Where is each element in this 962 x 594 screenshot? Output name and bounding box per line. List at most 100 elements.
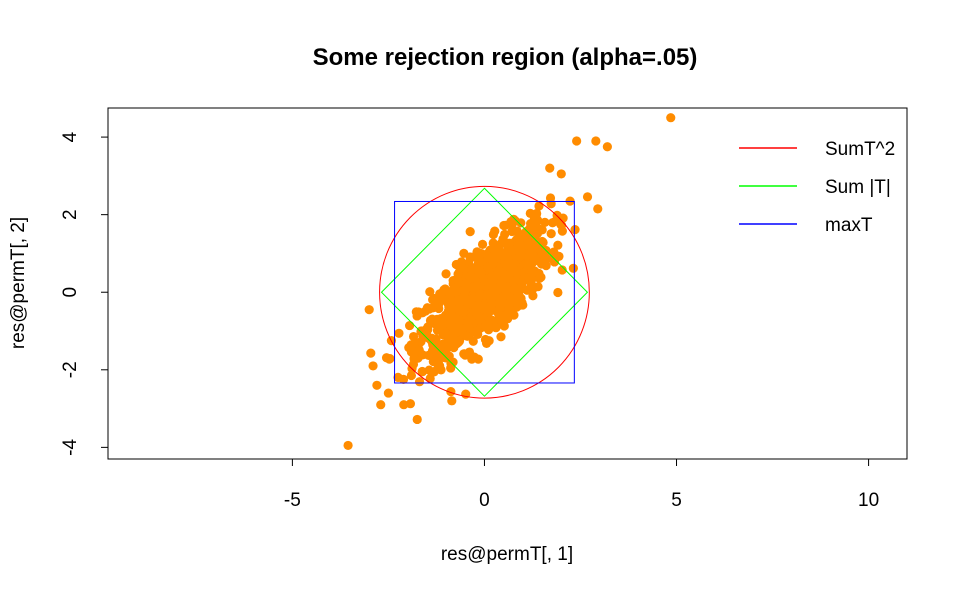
data-point bbox=[381, 353, 392, 363]
data-point bbox=[406, 370, 417, 381]
data-point bbox=[582, 192, 593, 202]
data-point bbox=[602, 142, 612, 152]
data-point bbox=[425, 287, 435, 297]
legend-label-maxt: maxT bbox=[825, 215, 873, 236]
data-point bbox=[465, 252, 475, 262]
data-point bbox=[475, 289, 485, 300]
data-point bbox=[473, 354, 483, 364]
data-point bbox=[473, 302, 483, 312]
data-point bbox=[417, 308, 428, 318]
data-point bbox=[546, 229, 556, 239]
data-point bbox=[496, 332, 506, 342]
data-point bbox=[399, 400, 409, 410]
data-point bbox=[540, 217, 550, 227]
data-point bbox=[429, 367, 439, 377]
data-point bbox=[524, 239, 535, 249]
y-tick-label: -4 bbox=[60, 438, 81, 455]
data-point bbox=[556, 220, 567, 230]
data-point bbox=[522, 285, 532, 295]
data-point bbox=[405, 320, 415, 331]
data-point bbox=[507, 220, 517, 230]
data-point bbox=[441, 269, 451, 279]
data-point bbox=[467, 354, 477, 364]
data-point bbox=[556, 169, 566, 179]
data-point bbox=[488, 273, 498, 284]
data-point bbox=[459, 293, 469, 303]
data-point bbox=[512, 226, 522, 236]
data-point bbox=[553, 240, 563, 250]
y-tick-label: -2 bbox=[60, 361, 81, 378]
data-point bbox=[666, 113, 676, 123]
data-point bbox=[439, 295, 449, 305]
data-point bbox=[542, 254, 552, 264]
data-point bbox=[593, 204, 603, 214]
data-point bbox=[443, 306, 454, 316]
data-point bbox=[462, 331, 472, 341]
data-point bbox=[528, 291, 538, 301]
data-point bbox=[343, 440, 353, 451]
data-point bbox=[406, 340, 416, 350]
data-point bbox=[491, 323, 501, 333]
data-point bbox=[516, 218, 526, 228]
y-tick-label: 4 bbox=[60, 131, 81, 142]
y-tick-label: 2 bbox=[60, 209, 81, 220]
data-point bbox=[394, 328, 404, 338]
legend: SumT^2 Sum |T| maxT bbox=[739, 139, 895, 236]
data-point bbox=[364, 305, 374, 315]
y-axis-label: res@permT[, 2] bbox=[8, 217, 29, 349]
data-point bbox=[446, 387, 456, 397]
data-point bbox=[439, 285, 449, 295]
data-point bbox=[570, 225, 580, 235]
data-point bbox=[572, 136, 582, 146]
data-point bbox=[368, 361, 378, 371]
data-point bbox=[568, 263, 578, 273]
data-point bbox=[446, 318, 456, 328]
chart-title: Some rejection region (alpha=.05) bbox=[313, 44, 698, 71]
data-point bbox=[506, 268, 516, 278]
data-point bbox=[414, 377, 425, 387]
data-point bbox=[454, 336, 464, 346]
data-point bbox=[527, 266, 537, 276]
data-point bbox=[591, 136, 601, 146]
y-tick-label: 0 bbox=[60, 287, 81, 298]
sumt2-region-circle bbox=[379, 185, 590, 399]
data-point bbox=[484, 336, 494, 346]
data-point bbox=[445, 289, 456, 299]
data-point bbox=[435, 352, 445, 362]
data-point bbox=[504, 303, 514, 314]
data-point bbox=[458, 307, 468, 317]
data-point bbox=[490, 290, 500, 301]
legend-label-sumabst: Sum |T| bbox=[825, 177, 891, 198]
data-point bbox=[483, 251, 493, 261]
data-point bbox=[452, 327, 462, 337]
data-point bbox=[383, 388, 394, 398]
data-point bbox=[473, 254, 483, 264]
data-point bbox=[521, 227, 531, 237]
data-point bbox=[545, 163, 555, 173]
x-axis: -5 0 5 10 bbox=[284, 458, 879, 511]
data-point bbox=[510, 283, 520, 294]
data-point bbox=[510, 245, 520, 255]
data-point bbox=[491, 316, 501, 326]
data-point bbox=[366, 348, 376, 358]
data-point bbox=[478, 276, 489, 286]
data-point bbox=[376, 400, 386, 410]
data-point bbox=[459, 349, 469, 359]
data-point bbox=[494, 265, 504, 275]
data-point bbox=[549, 257, 560, 267]
data-point bbox=[472, 326, 483, 336]
data-point bbox=[409, 354, 419, 364]
y-axis: -4 -2 0 2 4 bbox=[60, 131, 109, 456]
data-point bbox=[427, 346, 437, 356]
rejection-regions bbox=[379, 185, 590, 399]
x-tick-label: 0 bbox=[479, 490, 490, 511]
data-point bbox=[447, 396, 457, 406]
maxt-region-square bbox=[394, 200, 575, 384]
data-point bbox=[468, 282, 478, 292]
data-point bbox=[454, 316, 464, 327]
data-points bbox=[343, 113, 676, 451]
x-tick-label: 5 bbox=[671, 490, 682, 511]
data-point bbox=[545, 193, 556, 203]
data-point bbox=[511, 293, 521, 303]
